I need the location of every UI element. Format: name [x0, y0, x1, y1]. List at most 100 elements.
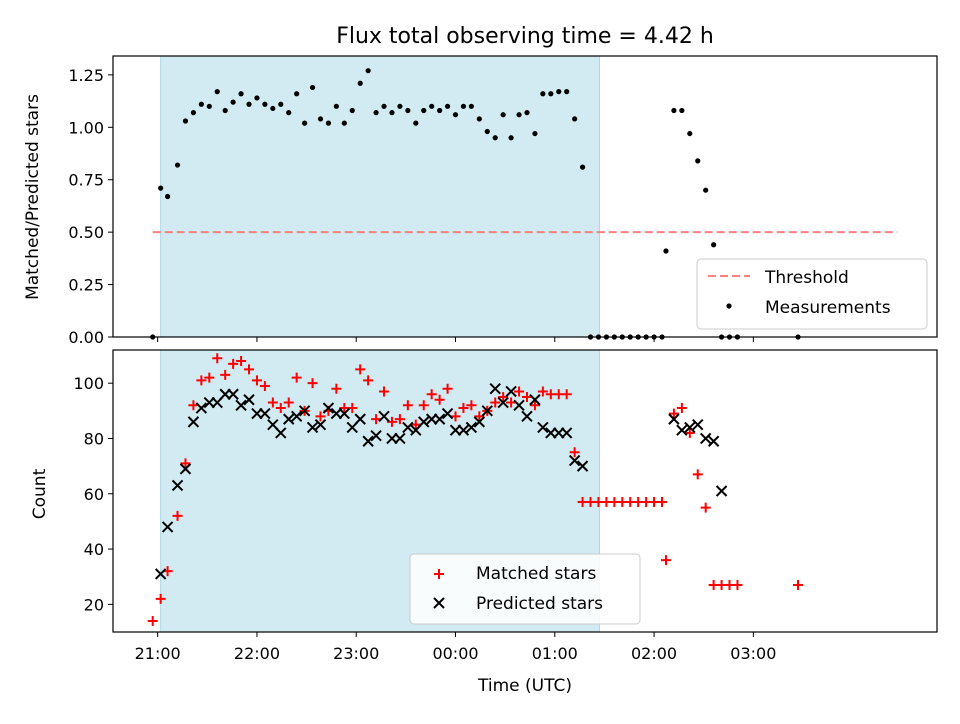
top-point [214, 89, 220, 95]
bottom-xtick-label: 21:00 [135, 644, 181, 663]
bottom-point [465, 421, 478, 434]
legend-matched-label: Matched stars [476, 564, 596, 584]
bottom-point [243, 394, 255, 406]
top-ytick-label: 1.25 [68, 66, 104, 85]
top-point [452, 112, 459, 118]
top-ytick-label: 0.00 [68, 328, 104, 347]
bottom-point [291, 372, 302, 383]
top-point [492, 135, 498, 141]
bottom-point [275, 427, 287, 439]
top-point [405, 107, 411, 114]
bottom-panel: 20 40 60 80 100 21:00 22:00 23:00 00:00 01:00 02:0… [73, 349, 938, 663]
top-point [579, 164, 586, 170]
bottom-point [732, 580, 743, 590]
bottom-point [147, 615, 158, 626]
bottom-point [315, 411, 326, 422]
legend-threshold-label: Threshold [764, 268, 849, 288]
top-point [524, 110, 530, 116]
bottom-point [370, 429, 382, 442]
bottom-point [259, 380, 270, 391]
top-point [389, 110, 395, 116]
bottom-point [235, 399, 247, 412]
bottom-xtick-label: 03:00 [730, 644, 776, 663]
top-point [663, 248, 669, 254]
top-point [429, 103, 435, 109]
top-point [564, 89, 570, 95]
bottom-point [259, 407, 271, 420]
bottom-point [569, 447, 580, 458]
bottom-point [692, 418, 704, 431]
bottom-point [529, 400, 540, 411]
bottom-point [457, 424, 470, 436]
top-point [238, 91, 244, 97]
bottom-point [657, 497, 668, 508]
bottom-point [267, 397, 278, 408]
bottom-point [322, 402, 335, 414]
top-point [508, 135, 514, 141]
bottom-point [306, 421, 319, 434]
chart-title: Flux total observing time = 4.42 h [336, 24, 714, 49]
bottom-point [473, 416, 486, 428]
top-ytick-label: 0.25 [68, 276, 104, 295]
top-point [182, 118, 189, 124]
bottom-point [394, 414, 405, 425]
bottom-point [290, 410, 303, 423]
top-point [165, 193, 171, 200]
bottom-xtick-label: 02:00 [631, 644, 677, 663]
top-point [444, 103, 451, 109]
bottom-point [362, 435, 374, 447]
bottom-point [338, 407, 351, 420]
bottom-point [363, 375, 374, 386]
bottom-point [331, 383, 342, 394]
bottom-ytick-label: 40 [84, 540, 104, 559]
bottom-point [180, 458, 191, 469]
top-legend-box [696, 258, 928, 330]
top-point [254, 95, 260, 101]
bottom-point [474, 411, 485, 422]
bottom-ytick-label: 80 [84, 429, 104, 448]
top-point [703, 187, 709, 193]
bottom-point [458, 403, 469, 414]
top-point [325, 120, 332, 126]
top-point [373, 110, 379, 116]
bottom-point [187, 416, 200, 428]
bottom-point [537, 421, 549, 434]
bottom-point [236, 356, 247, 367]
bottom-point [283, 413, 295, 425]
top-point [198, 101, 204, 107]
bottom-point [307, 378, 318, 389]
bottom-point [402, 400, 413, 411]
bottom-point [188, 400, 199, 411]
top-point [270, 105, 276, 112]
bottom-point [426, 389, 437, 400]
bottom-xlabel: Time (UTC) [477, 676, 572, 696]
bottom-point [418, 416, 430, 428]
bottom-point [355, 364, 366, 375]
bottom-point [537, 386, 548, 397]
bottom-point [371, 414, 382, 425]
top-point [317, 116, 324, 122]
bottom-point [489, 382, 501, 395]
bottom-ytick-label: 100 [73, 374, 104, 393]
top-ytick-label: 1.00 [68, 118, 104, 137]
bottom-point [434, 394, 445, 405]
bottom-point [154, 568, 167, 580]
top-point [711, 242, 717, 248]
top-point [230, 99, 236, 105]
top-point [671, 107, 677, 114]
bottom-point [410, 419, 421, 430]
bottom-point [172, 510, 183, 521]
bottom-point [161, 521, 174, 533]
bottom-point [699, 432, 712, 445]
top-point [349, 107, 355, 114]
top-point [556, 89, 562, 95]
top-point [679, 107, 685, 114]
bottom-point [204, 372, 215, 383]
top-point [294, 91, 300, 97]
top-point [476, 116, 482, 122]
top-point [309, 84, 316, 91]
bottom-point [497, 396, 509, 409]
top-point [286, 110, 292, 116]
bottom-point [450, 411, 461, 422]
top-point [206, 103, 212, 109]
